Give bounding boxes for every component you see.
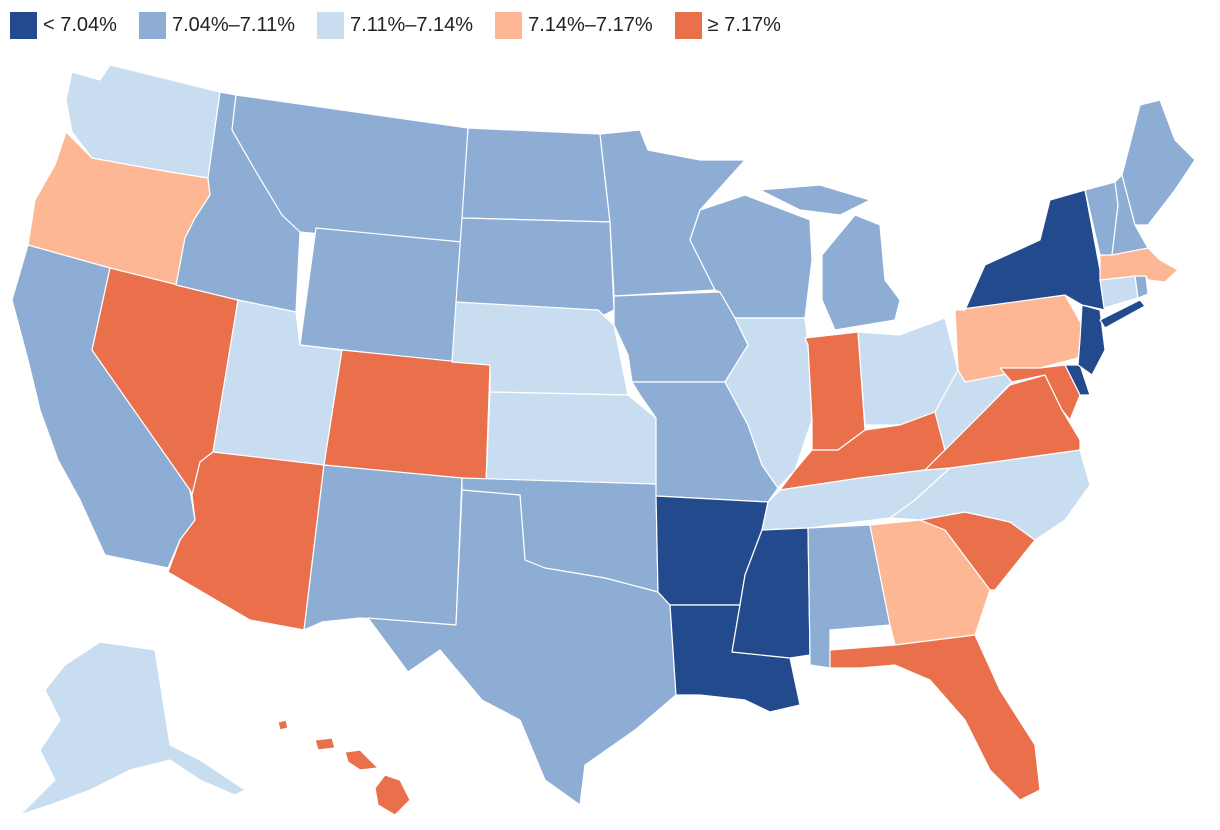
legend-swatch [317, 12, 345, 39]
legend: < 7.04% 7.04%–7.11% 7.11%–7.14% 7.14%–7.… [10, 12, 803, 39]
legend-swatch [495, 12, 523, 39]
legend-label: ≥ 7.17% [707, 14, 781, 36]
legend-item: ≥ 7.17% [674, 12, 781, 39]
state-AK [19, 641, 246, 816]
legend-item: 7.11%–7.14% [317, 12, 473, 39]
state-NJ [1077, 304, 1106, 376]
state-DE [1064, 364, 1091, 396]
state-IN [804, 331, 866, 451]
state-IL [724, 317, 813, 489]
legend-swatch [138, 12, 166, 39]
legend-swatch [674, 12, 702, 39]
state-WY [299, 227, 463, 363]
legend-item: 7.04%–7.11% [138, 12, 296, 39]
state-KS [485, 391, 657, 485]
state-ND [461, 127, 611, 223]
legend-swatch [10, 12, 37, 39]
legend-item: 7.14%–7.17% [495, 12, 653, 39]
state-FL [829, 634, 1041, 801]
state-NM [303, 464, 463, 631]
legend-label: < 7.04% [43, 14, 117, 36]
legend-label: 7.04%–7.11% [171, 14, 296, 36]
state-TX [367, 489, 677, 806]
state-SD [455, 217, 615, 319]
state-CO [323, 349, 491, 483]
state-PA [954, 294, 1083, 383]
state-MI [759, 184, 901, 331]
state-ME [1121, 99, 1196, 226]
state-MD [999, 364, 1081, 421]
legend-item: < 7.04% [10, 12, 117, 39]
legend-label: 7.11%–7.14% [350, 14, 474, 36]
legend-label: 7.14%–7.17% [528, 14, 653, 36]
state-MA [1099, 247, 1179, 283]
state-RI [1134, 275, 1149, 299]
state-HI [277, 719, 411, 816]
